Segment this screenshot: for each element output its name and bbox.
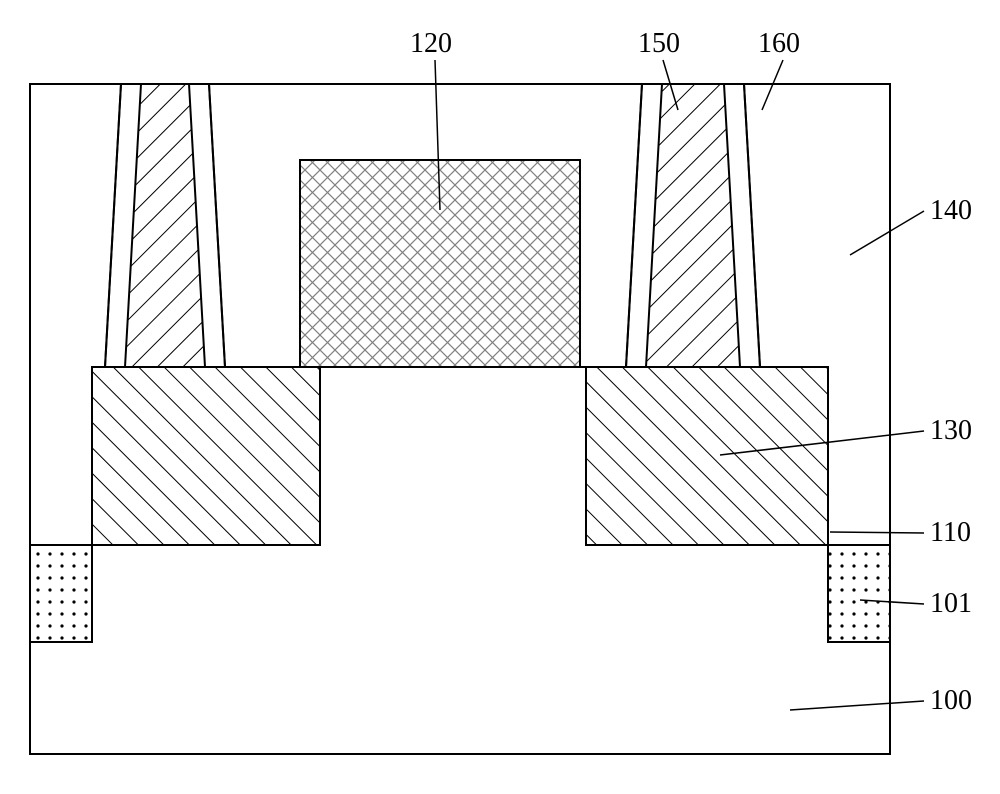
label-160: 160 — [758, 28, 800, 60]
label-140: 140 — [930, 195, 972, 227]
label-101: 101 — [930, 588, 972, 620]
label-120: 120 — [410, 28, 452, 60]
cross-section-svg — [20, 20, 1000, 774]
label-100: 100 — [930, 685, 972, 717]
diagram-container: 120 150 160 140 130 110 101 100 — [20, 20, 1000, 774]
label-110: 110 — [930, 517, 971, 549]
label-130: 130 — [930, 415, 972, 447]
label-150: 150 — [638, 28, 680, 60]
